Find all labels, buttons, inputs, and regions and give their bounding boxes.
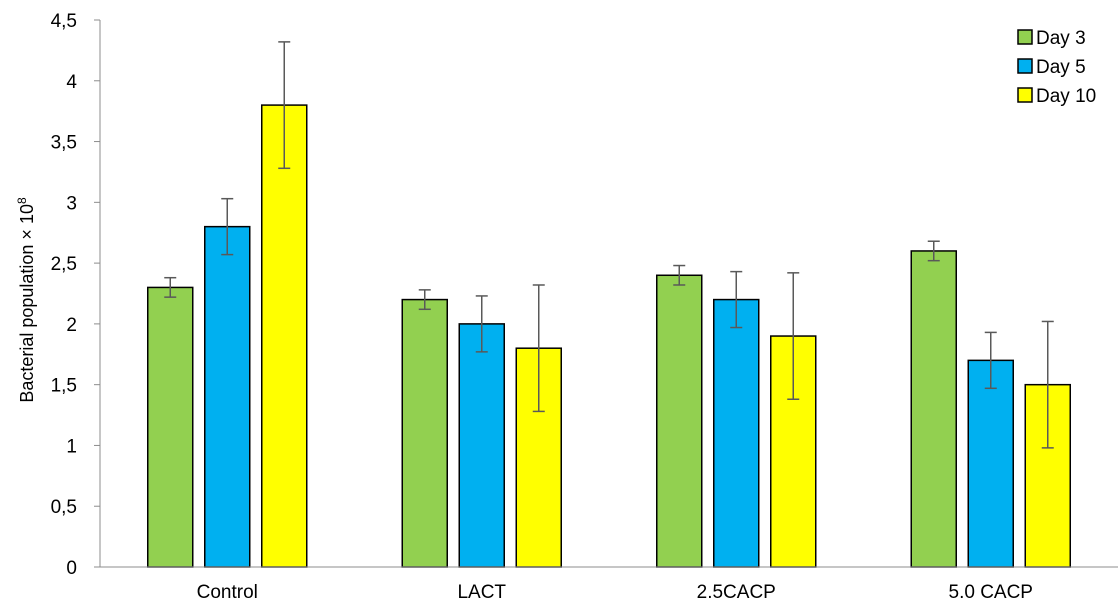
legend-swatch <box>1017 58 1033 74</box>
x-tick-label: 5.0 CACP <box>949 582 1033 603</box>
error-bar <box>927 240 940 262</box>
legend-label: Day 10 <box>1036 86 1096 107</box>
bar-day-3 <box>910 250 957 568</box>
bar-day-5 <box>967 359 1014 568</box>
bar-day-5 <box>458 323 505 568</box>
bar-day-10 <box>261 104 308 568</box>
y-axis-label: Bacterial population × 108 <box>15 197 37 403</box>
legend-label: Day 3 <box>1036 28 1086 49</box>
legend-label: Day 5 <box>1036 57 1086 78</box>
error-bar <box>532 284 545 413</box>
bar-day-3 <box>656 274 703 568</box>
y-tick-label: 4 <box>66 72 77 93</box>
error-bar <box>984 331 997 390</box>
x-axis: Control LACT 2.5CACP 5.0 CACP <box>100 566 1118 603</box>
error-bar <box>673 264 686 286</box>
x-tick-label: 2.5CACP <box>697 582 776 603</box>
x-tick-label: Control <box>197 582 258 603</box>
bar-day-5 <box>204 225 251 568</box>
legend-swatch <box>1017 87 1033 103</box>
y-tick-label: 2,5 <box>51 254 77 275</box>
legend: Day 3 Day 5 Day 10 <box>1017 28 1096 107</box>
error-bar <box>278 41 291 170</box>
y-axis-label-exponent: 8 <box>15 197 29 204</box>
error-bar <box>475 295 488 353</box>
y-tick-label: 1 <box>66 436 77 457</box>
error-bar <box>418 289 431 311</box>
bars <box>147 104 1071 568</box>
error-bar <box>1041 320 1054 449</box>
y-tick-label: 2 <box>66 315 77 336</box>
x-tick-label: LACT <box>457 582 506 603</box>
y-tick-label: 3 <box>66 193 77 214</box>
y-tick-label: 0,5 <box>51 497 77 518</box>
error-bar <box>164 276 177 298</box>
y-tick-label: 3,5 <box>51 133 77 154</box>
bar-day-3 <box>147 286 194 568</box>
y-axis: 0 0,5 1 1,5 2 2,5 3 3,5 4 4,5 <box>51 11 101 579</box>
error-bars <box>164 41 1054 449</box>
bar-day-5 <box>713 298 760 568</box>
bar-day-3 <box>401 298 448 568</box>
y-tick-label: 4,5 <box>51 11 77 32</box>
y-axis-label-text: Bacterial population × 10 <box>17 204 37 403</box>
error-bar <box>221 197 234 256</box>
error-bar <box>730 270 743 329</box>
y-tick-label: 1,5 <box>51 376 77 397</box>
y-tick-label: 0 <box>66 558 77 579</box>
legend-swatch <box>1017 29 1033 45</box>
error-bar <box>787 272 800 401</box>
